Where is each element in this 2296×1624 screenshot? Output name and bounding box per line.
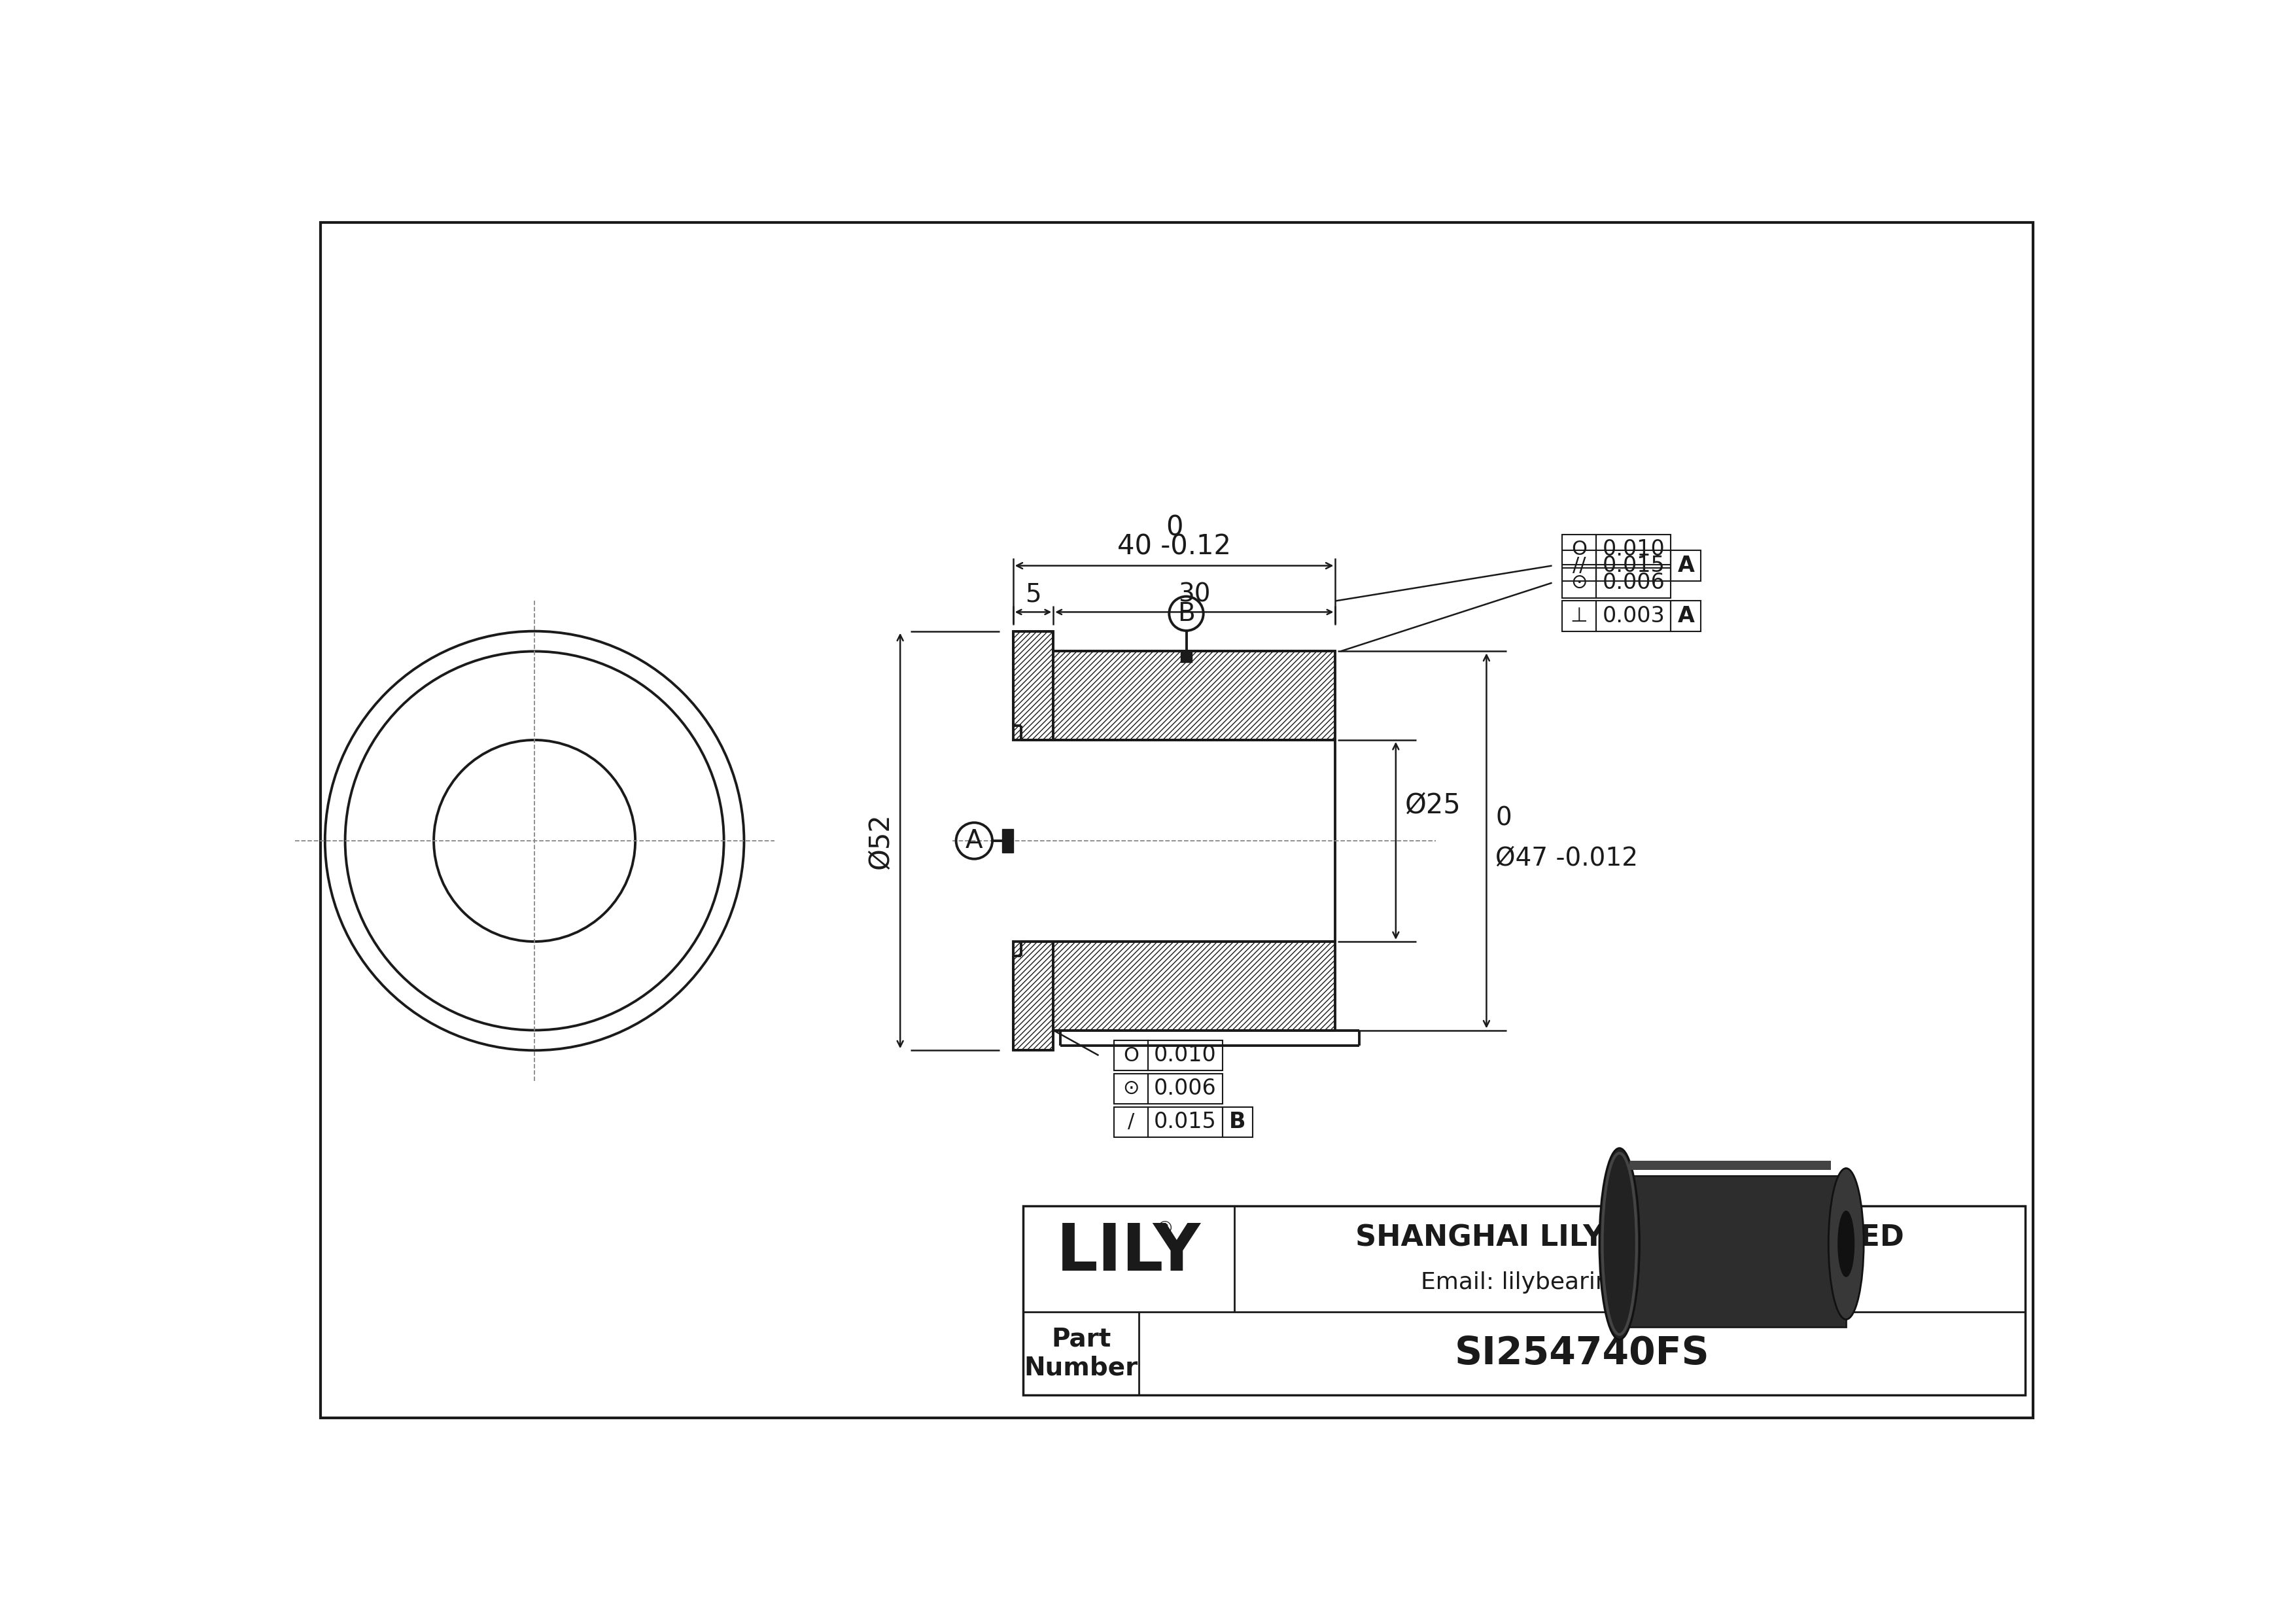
Text: Ø47 -0.012: Ø47 -0.012 [1495,846,1637,870]
Text: Part
Number: Part Number [1024,1327,1139,1380]
Bar [1013,942,1054,1051]
Text: B: B [1228,1111,1247,1132]
Ellipse shape [1828,1168,1864,1319]
Text: SHANGHAI LILY BEARING LIMITED: SHANGHAI LILY BEARING LIMITED [1355,1224,1903,1252]
Text: A: A [967,828,983,853]
Text: O: O [1123,1046,1139,1065]
Text: 0.015: 0.015 [1155,1111,1217,1132]
Bar [1114,1041,1148,1070]
Bar [1614,1176,1846,1327]
Bar [1001,828,1013,853]
Bar [1180,651,1192,663]
Text: O: O [1570,541,1587,559]
Bar [1561,551,1596,581]
Text: A: A [1678,606,1694,627]
Bar [1114,1073,1148,1104]
Bar [1596,534,1671,565]
Text: //: // [1573,555,1587,575]
Text: 0.006: 0.006 [1155,1078,1217,1099]
Text: 0.015: 0.015 [1603,555,1665,577]
Text: Ø25: Ø25 [1405,793,1460,818]
Text: 0.003: 0.003 [1603,606,1665,627]
Ellipse shape [1600,1148,1639,1340]
Bar [1561,568,1596,598]
Text: 0: 0 [1495,806,1511,831]
Bar [1596,568,1671,598]
Bar [1148,1108,1221,1137]
Text: 0.006: 0.006 [1603,572,1665,594]
Bar [1148,1041,1221,1070]
Bar [1054,942,1336,1030]
Text: 0.010: 0.010 [1603,539,1665,560]
Bar [1630,1161,1830,1169]
Text: SI254740FS: SI254740FS [1456,1335,1711,1372]
Bar [1221,1108,1254,1137]
Bar [1024,1207,2025,1395]
Bar [1671,551,1701,581]
Text: A: A [1678,555,1694,577]
Bar [1596,601,1671,632]
Text: 40 -0.12: 40 -0.12 [1118,533,1231,560]
Bar [1671,601,1701,632]
Bar [1148,1073,1221,1104]
Bar [1054,651,1336,741]
Bar [1596,551,1671,581]
Text: 0: 0 [1166,515,1182,541]
Text: 30: 30 [1178,581,1210,607]
Text: 0.010: 0.010 [1155,1044,1217,1067]
Bar [1561,601,1596,632]
Bar [1013,632,1054,741]
Text: /: / [1127,1112,1134,1132]
Text: ⊙: ⊙ [1123,1080,1139,1098]
Text: ⊙: ⊙ [1570,573,1587,593]
Text: Ø52: Ø52 [866,812,893,869]
Ellipse shape [1839,1212,1855,1276]
Text: Email: lilybearing@lily-bearing.com: Email: lilybearing@lily-bearing.com [1421,1272,1839,1293]
Text: ®: ® [1155,1220,1173,1239]
Text: B: B [1178,601,1194,625]
Text: ⊥: ⊥ [1570,607,1589,625]
Text: 5: 5 [1024,581,1040,607]
Bar [1561,534,1596,565]
Text: LILY: LILY [1056,1221,1201,1285]
Bar [1114,1108,1148,1137]
